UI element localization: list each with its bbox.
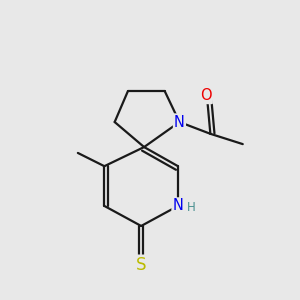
Text: O: O (200, 88, 212, 103)
Text: N: N (174, 115, 185, 130)
Text: N: N (172, 198, 183, 213)
Text: S: S (136, 256, 146, 274)
Text: H: H (187, 201, 196, 214)
